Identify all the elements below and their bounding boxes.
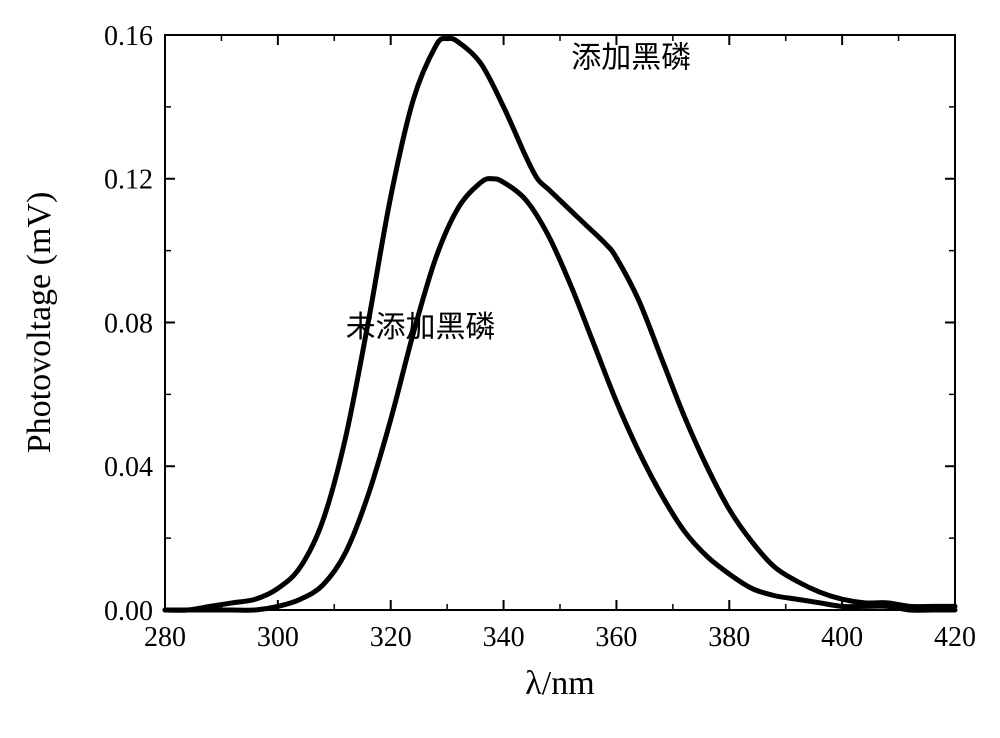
x-tick-label: 300	[257, 622, 299, 653]
y-tick-label: 0.08	[104, 308, 153, 339]
photovoltage-chart: 2803003203403603804004200.000.040.080.12…	[0, 0, 1000, 738]
x-axis-title: λ/nm	[525, 665, 594, 702]
series-label-1: 未添加黑磷	[346, 311, 496, 344]
series-label-0: 添加黑磷	[571, 41, 691, 74]
x-tick-label: 320	[370, 622, 412, 653]
x-tick-label: 420	[934, 622, 976, 653]
x-tick-label: 380	[708, 622, 750, 653]
x-tick-label: 340	[483, 622, 525, 653]
y-tick-label: 0.04	[104, 452, 153, 483]
x-tick-label: 400	[821, 622, 863, 653]
chart-container: 2803003203403603804004200.000.040.080.12…	[0, 0, 1000, 738]
y-tick-label: 0.00	[104, 596, 153, 627]
y-tick-label: 0.12	[104, 165, 153, 196]
y-axis-title: Photovoltage (mV)	[21, 192, 58, 454]
y-tick-label: 0.16	[104, 21, 153, 52]
x-tick-label: 360	[595, 622, 637, 653]
